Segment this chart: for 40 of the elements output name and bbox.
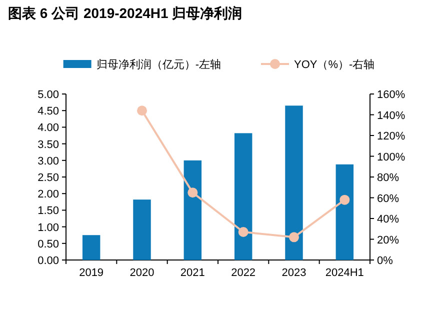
y-tick-label: 2.00 bbox=[38, 188, 59, 201]
point bbox=[137, 106, 147, 116]
legend-label: YOY（%）-右轴 bbox=[294, 58, 375, 71]
y-tick-label: 0.00 bbox=[38, 255, 59, 267]
y2-tick-label: 140% bbox=[377, 110, 406, 122]
y-tick-label: 4.50 bbox=[38, 106, 59, 118]
y-tick-label: 0.50 bbox=[38, 238, 59, 250]
x-tick-label: 2022 bbox=[231, 267, 256, 279]
bar bbox=[336, 164, 354, 260]
y2-tick-label: 40% bbox=[377, 214, 400, 226]
bar bbox=[285, 106, 303, 260]
y-tick-label: 4.00 bbox=[38, 122, 59, 134]
point bbox=[238, 226, 248, 237]
y-tick-label: 2.50 bbox=[38, 172, 59, 184]
y-tick-label: 1.00 bbox=[38, 222, 59, 234]
x-tick-label: 2019 bbox=[79, 267, 104, 279]
y-tick-label: 3.50 bbox=[38, 138, 59, 151]
point bbox=[188, 188, 198, 198]
bar bbox=[133, 200, 151, 260]
bar bbox=[234, 133, 252, 260]
chart-title: 图表 6 公司 2019-2024H1 归母净利润 bbox=[8, 5, 242, 21]
y-tick-label: 1.50 bbox=[38, 205, 59, 218]
x-tick-label: 2023 bbox=[282, 267, 306, 279]
y2-tick-label: 0% bbox=[377, 255, 394, 267]
y-tick-label: 3.00 bbox=[38, 155, 59, 168]
y2-tick-label: 120% bbox=[377, 130, 406, 142]
y2-tick-label: 80% bbox=[377, 172, 400, 184]
point bbox=[289, 232, 299, 242]
y2-tick-label: 20% bbox=[377, 234, 400, 246]
point bbox=[340, 194, 350, 205]
bar bbox=[82, 235, 100, 260]
x-tick-label: 2021 bbox=[180, 267, 205, 279]
bar bbox=[184, 160, 202, 260]
legend-label: 归母净利润（亿元）-左轴 bbox=[96, 58, 221, 71]
y-tick-label: 5.00 bbox=[38, 89, 59, 101]
y2-tick-label: 60% bbox=[377, 192, 400, 205]
y2-tick-label: 160% bbox=[377, 89, 406, 101]
x-tick-label: 2024H1 bbox=[325, 267, 364, 279]
y2-tick-label: 100% bbox=[377, 151, 406, 164]
x-tick-label: 2020 bbox=[130, 267, 154, 279]
